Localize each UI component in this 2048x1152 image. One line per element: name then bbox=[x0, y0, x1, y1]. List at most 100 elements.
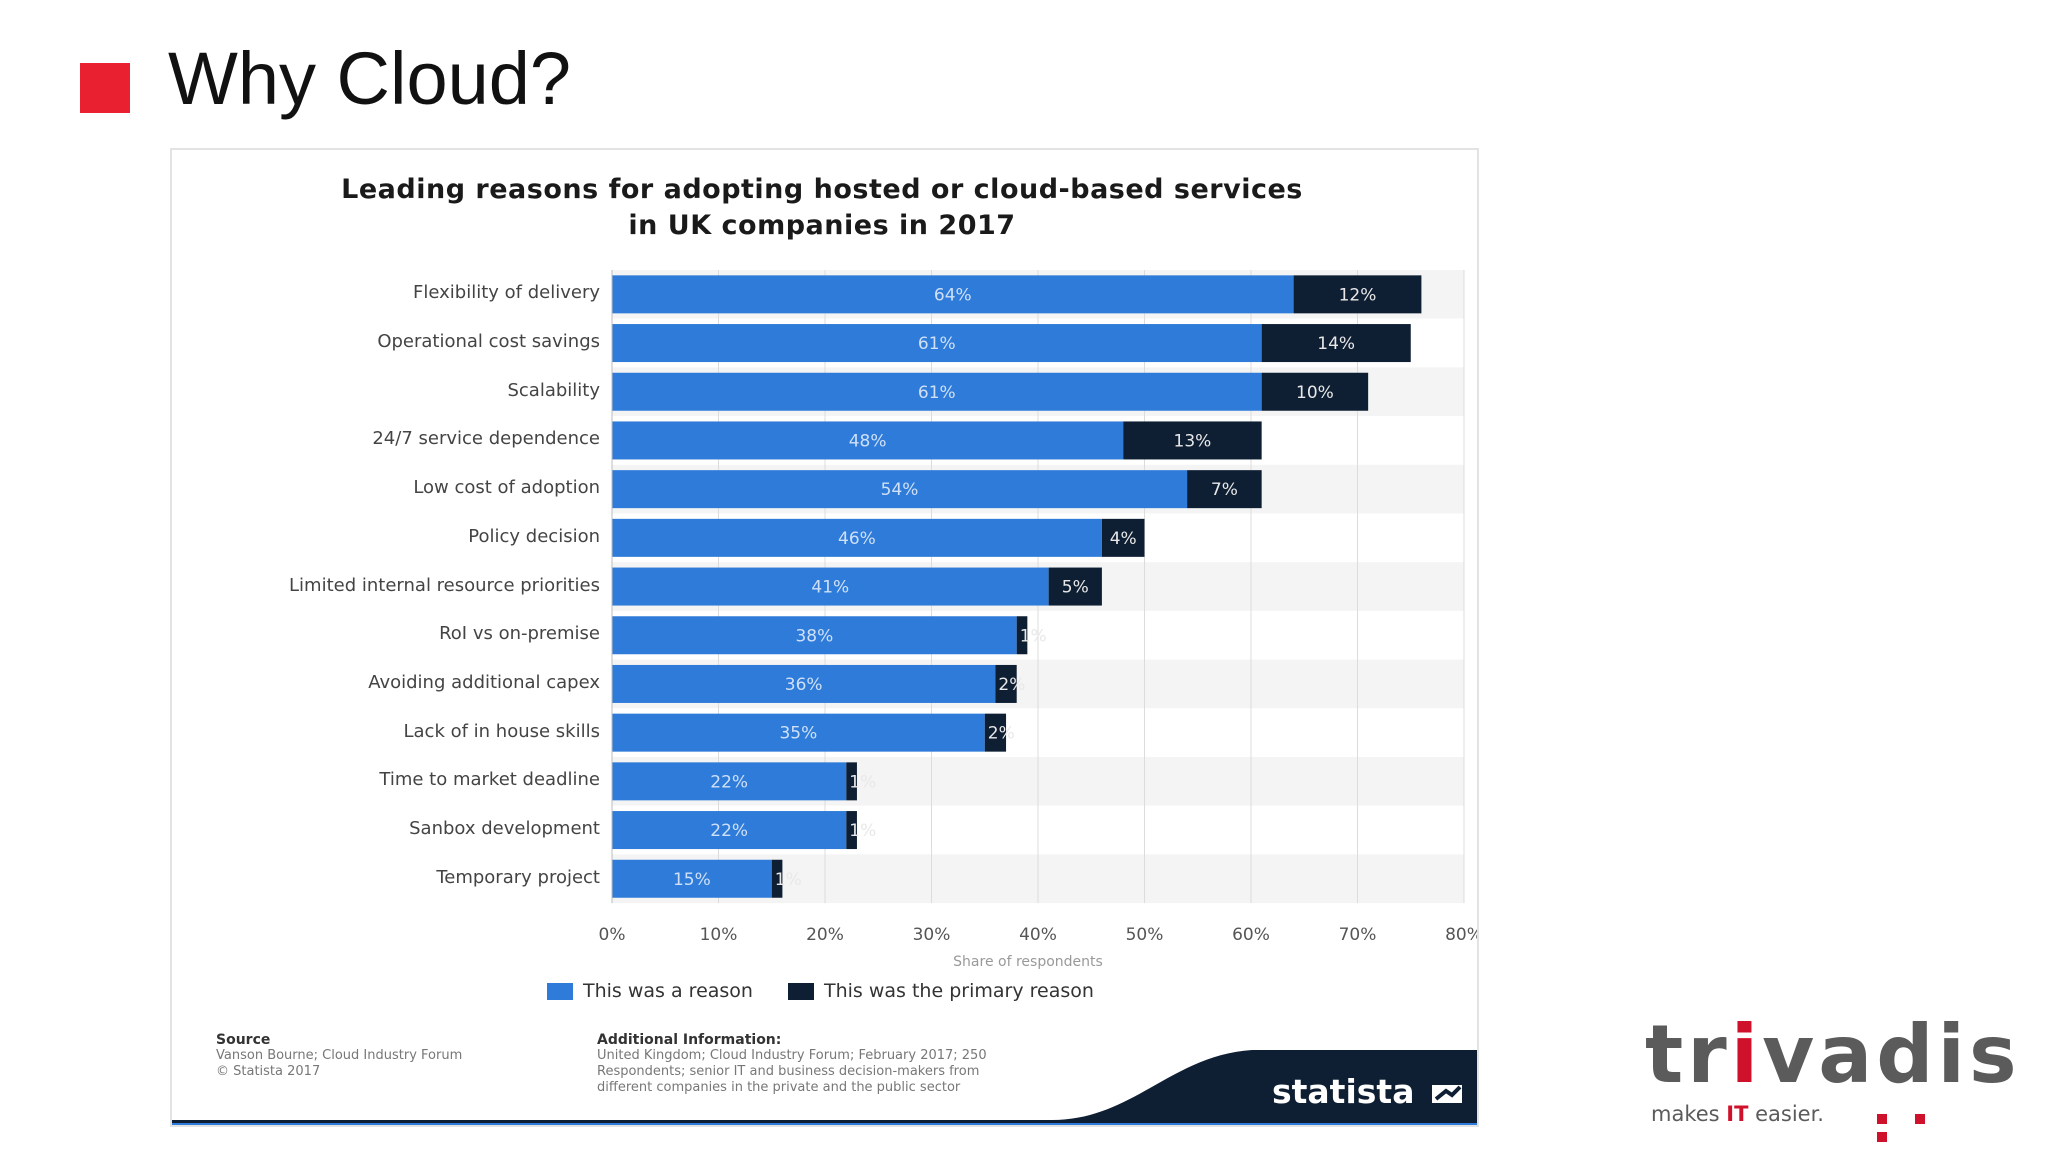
bar-primary bbox=[1123, 421, 1262, 460]
additional-info-heading: Additional Information: bbox=[597, 1032, 782, 1048]
bar-reason bbox=[612, 567, 1049, 606]
legend-item-reason: This was a reason bbox=[547, 980, 753, 1002]
x-tick-label: 80% bbox=[1445, 925, 1479, 945]
bar-primary bbox=[1293, 275, 1422, 314]
bar-primary bbox=[771, 859, 783, 898]
bar-reason bbox=[612, 324, 1262, 363]
legend-item-primary: This was the primary reason bbox=[788, 980, 1094, 1002]
x-tick-label: 60% bbox=[1232, 925, 1270, 945]
bar-primary bbox=[1048, 567, 1102, 606]
legend-label-primary: This was the primary reason bbox=[824, 980, 1094, 1002]
additional-info-block: Additional Information: United Kingdom; … bbox=[597, 1032, 1097, 1096]
category-label: Lack of in house skills bbox=[403, 720, 601, 742]
additional-info-line: Respondents; senior IT and business deci… bbox=[597, 1064, 980, 1079]
category-label: Low cost of adoption bbox=[413, 477, 600, 499]
data-label-reason: 46% bbox=[838, 529, 876, 549]
additional-info-line: United Kingdom; Cloud Industry Forum; Fe… bbox=[597, 1048, 987, 1063]
brand-part2: vadis bbox=[1762, 1008, 2021, 1101]
x-tick-label: 70% bbox=[1339, 925, 1377, 945]
slide-title: Why Cloud? bbox=[168, 37, 572, 120]
data-label-primary: 2% bbox=[998, 675, 1025, 695]
data-label-primary: 10% bbox=[1296, 383, 1334, 403]
statista-logo[interactable]: statista bbox=[1272, 1072, 1464, 1111]
source-heading: Source bbox=[216, 1032, 271, 1048]
legend-swatch-reason bbox=[547, 982, 573, 1000]
data-label-primary: 1% bbox=[775, 870, 802, 890]
brand-dots-icon bbox=[1877, 1111, 1985, 1147]
data-label-primary: 1% bbox=[849, 772, 876, 792]
x-tick-label: 10% bbox=[700, 925, 738, 945]
chart-title: Leading reasons for adopting hosted or c… bbox=[341, 174, 1303, 241]
trivadis-tagline: makes IT easier. bbox=[1651, 1102, 1824, 1126]
bar-primary bbox=[995, 664, 1017, 703]
category-label: Time to market deadline bbox=[379, 769, 600, 791]
statista-logo-icon bbox=[1431, 1084, 1462, 1103]
data-label-primary: 5% bbox=[1062, 578, 1089, 598]
data-label-reason: 54% bbox=[881, 480, 919, 500]
bar-primary bbox=[1016, 616, 1028, 655]
bar-reason bbox=[612, 421, 1124, 460]
data-label-primary: 1% bbox=[849, 821, 876, 841]
tagline-before: makes bbox=[1651, 1102, 1727, 1126]
bar-primary bbox=[1261, 324, 1411, 363]
data-label-reason: 35% bbox=[779, 724, 817, 744]
category-label: RoI vs on-premise bbox=[439, 623, 600, 645]
bar-primary bbox=[984, 713, 1007, 752]
bar-primary bbox=[1101, 518, 1145, 557]
bar-reason bbox=[612, 616, 1017, 655]
data-label-reason: 48% bbox=[849, 431, 887, 451]
data-label-reason: 61% bbox=[918, 334, 956, 354]
bar-reason bbox=[612, 664, 996, 703]
x-tick-label: 50% bbox=[1126, 925, 1164, 945]
data-label-reason: 64% bbox=[934, 285, 972, 305]
category-label: Avoiding additional capex bbox=[368, 671, 600, 693]
category-label: Limited internal resource priorities bbox=[289, 574, 600, 596]
chart-card: 0% 10% 20% 30% 40% 50% 60% 70% 80% Share of respo… bbox=[170, 148, 1479, 1127]
source-line: Vanson Bourne; Cloud Industry Forum bbox=[216, 1048, 463, 1063]
bar-primary bbox=[846, 811, 857, 850]
category-label: Sanbox development bbox=[409, 818, 600, 840]
category-label: Flexibility of delivery bbox=[413, 282, 600, 304]
statista-wordmark: statista bbox=[1272, 1072, 1415, 1111]
statista-band bbox=[172, 1050, 1477, 1125]
source-line: © Statista 2017 bbox=[216, 1064, 321, 1079]
bar-reason bbox=[612, 859, 772, 898]
category-label: Policy decision bbox=[468, 525, 600, 547]
bar-reason bbox=[612, 811, 847, 850]
category-label: 24/7 service dependence bbox=[372, 428, 600, 450]
bar-primary bbox=[1261, 372, 1369, 411]
statista-band-accent bbox=[172, 1123, 1477, 1125]
category-labels: Flexibility of delivery Operational cost … bbox=[172, 150, 600, 1125]
bar-reason bbox=[612, 762, 847, 801]
legend-label-reason: This was a reason bbox=[583, 980, 753, 1002]
brand-part1: tr bbox=[1645, 1008, 1731, 1101]
x-tick-label: 20% bbox=[806, 925, 844, 945]
data-label-primary: 14% bbox=[1317, 334, 1355, 354]
data-label-reason: 22% bbox=[710, 772, 748, 792]
trivadis-wordmark: trivadis bbox=[1645, 1010, 2021, 1100]
legend-swatch-primary bbox=[788, 982, 814, 1000]
bar-reason bbox=[612, 713, 985, 752]
data-label-reason: 61% bbox=[918, 383, 956, 403]
category-label: Operational cost savings bbox=[377, 331, 600, 353]
data-label-reason: 38% bbox=[795, 626, 833, 646]
x-tick-label: 0% bbox=[599, 925, 626, 945]
data-label-reason: 15% bbox=[673, 870, 711, 890]
slide-bullet bbox=[80, 63, 130, 113]
bar-reason bbox=[612, 470, 1188, 509]
tagline-after: easier. bbox=[1748, 1102, 1824, 1126]
bar-reason bbox=[612, 275, 1294, 314]
additional-info-line: different companies in the private and t… bbox=[597, 1080, 961, 1095]
x-axis-title: Share of respondents bbox=[953, 954, 1103, 970]
data-label-reason: 22% bbox=[710, 821, 748, 841]
bar-primary bbox=[846, 762, 857, 801]
source-block: Source Vanson Bourne; Cloud Industry For… bbox=[216, 1032, 536, 1080]
data-label-primary: 12% bbox=[1339, 285, 1377, 305]
trivadis-logo: trivadis makes IT easier. bbox=[1645, 1010, 2017, 1142]
tagline-accent: IT bbox=[1726, 1102, 1749, 1126]
data-label-primary: 7% bbox=[1211, 480, 1238, 500]
x-tick-label: 30% bbox=[913, 925, 951, 945]
data-label-reason: 41% bbox=[811, 578, 849, 598]
x-tick-label: 40% bbox=[1019, 925, 1057, 945]
bar-reason bbox=[612, 518, 1102, 557]
